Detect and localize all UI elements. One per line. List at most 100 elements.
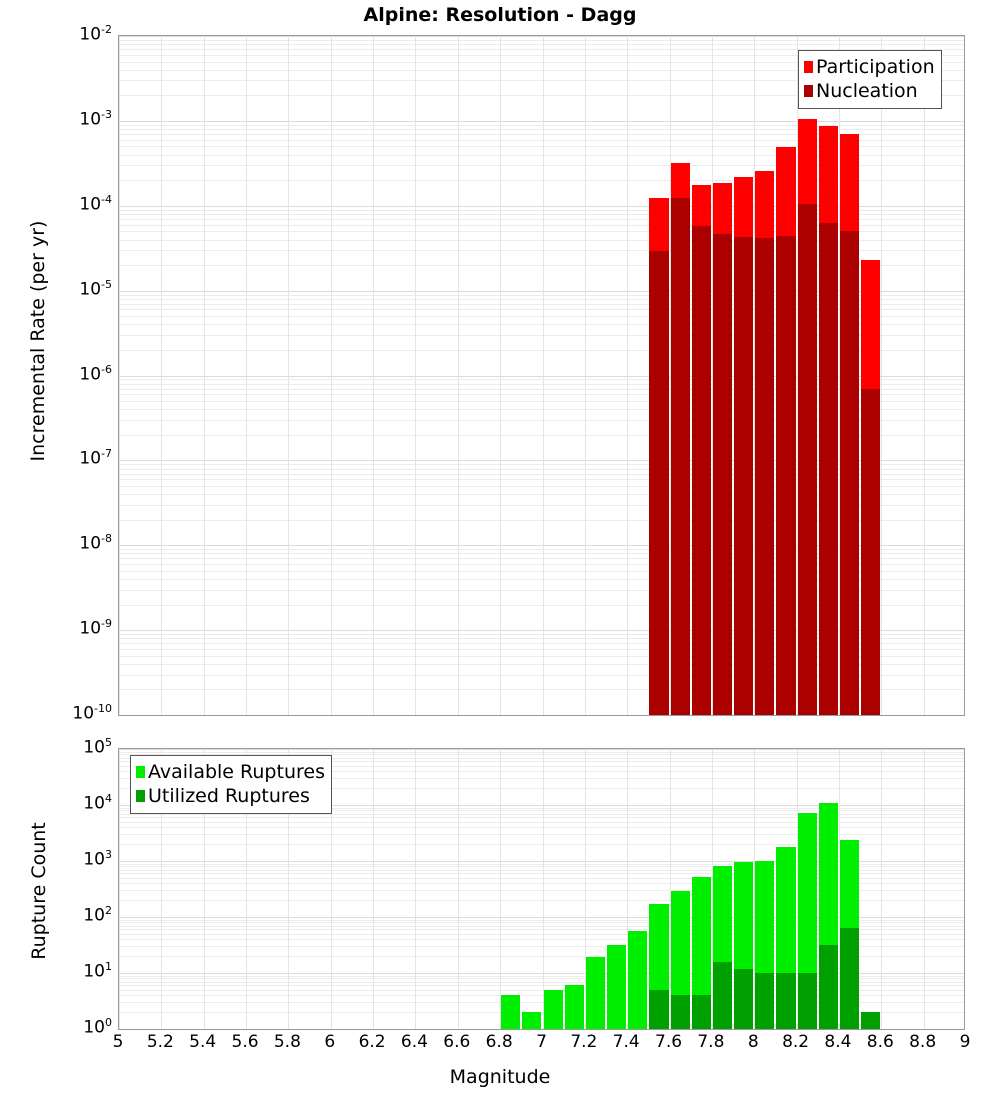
bar	[818, 749, 838, 1029]
gridline	[119, 989, 964, 991]
gridline-vertical	[923, 36, 925, 715]
bar-segment-utilized-ruptures	[861, 1012, 881, 1029]
gridline	[119, 154, 964, 156]
gridline	[119, 917, 964, 918]
gridline	[119, 765, 964, 767]
bar-segment-nucleation	[670, 197, 690, 715]
gridline	[119, 1002, 964, 1004]
bar	[755, 36, 775, 715]
gridline-vertical	[923, 749, 925, 1029]
gridline	[119, 375, 964, 377]
y-tick-label: 10-9	[79, 617, 112, 639]
gridline	[119, 49, 964, 51]
gridline	[119, 919, 964, 921]
gridline-vertical	[246, 36, 248, 715]
bar-segment-utilized-ruptures	[712, 961, 733, 1029]
gridline-vertical	[161, 749, 163, 1029]
y-tick-label: 10-10	[72, 702, 112, 724]
x-tick-label: 7.8	[697, 1032, 725, 1052]
legend-item-participation[interactable]: Participation	[804, 55, 935, 79]
gridline	[119, 778, 964, 780]
x-tick-label: 7.6	[655, 1032, 683, 1052]
y-axis-label-top: Incremental Rate (per yr)	[27, 220, 49, 462]
gridline	[119, 479, 964, 481]
gridline	[119, 634, 964, 635]
gridline	[119, 383, 964, 385]
legend-label-nucleation: Nucleation	[816, 79, 918, 102]
gridline-vertical	[500, 749, 502, 1029]
gridline	[119, 771, 964, 773]
x-tick-label: 8	[747, 1032, 759, 1052]
utilized-ruptures-swatch-icon	[136, 790, 145, 802]
bar	[797, 749, 817, 1029]
participation-swatch-icon	[804, 61, 813, 73]
x-tick-label: 8.4	[824, 1032, 852, 1052]
bar	[818, 36, 838, 715]
bar	[734, 749, 754, 1029]
legend-item-nucleation[interactable]: Nucleation	[804, 79, 935, 103]
gridline	[119, 604, 964, 606]
x-tick-label: 5	[112, 1032, 124, 1052]
gridline	[119, 44, 964, 46]
bar-segment-nucleation	[691, 225, 711, 715]
gridline	[119, 978, 964, 980]
bar	[861, 36, 881, 715]
gridline	[119, 129, 964, 131]
y-tick-label: 10-2	[79, 23, 112, 45]
gridline	[119, 549, 964, 551]
bar	[797, 36, 817, 715]
x-tick-label: 5.8	[273, 1032, 301, 1052]
bar	[712, 749, 733, 1029]
gridline	[119, 54, 964, 56]
gridline	[119, 877, 964, 879]
bar-segment-nucleation	[839, 231, 860, 715]
gridline-vertical	[457, 36, 459, 715]
gridline	[119, 180, 964, 182]
x-tick-label: 5.6	[231, 1032, 259, 1052]
gridline-vertical	[330, 36, 332, 715]
gridline	[119, 564, 964, 566]
legend-item-utilized-ruptures[interactable]: Utilized Ruptures	[136, 784, 325, 808]
x-tick-label: 5.4	[189, 1032, 217, 1052]
bar	[543, 749, 563, 1029]
gridline-vertical	[669, 749, 671, 1029]
gridline	[119, 231, 964, 233]
gridline	[119, 663, 964, 665]
bar-segment-utilized-ruptures	[818, 945, 838, 1029]
bar-segment-utilized-ruptures	[839, 928, 860, 1029]
gridline-vertical	[796, 36, 798, 715]
legend-rupture-count: Available Ruptures Utilized Ruptures	[130, 755, 332, 814]
gridline	[119, 933, 964, 935]
gridline	[119, 146, 964, 148]
x-tick-label: 6.6	[443, 1032, 471, 1052]
legend-label-utilized-ruptures: Utilized Ruptures	[148, 784, 310, 807]
gridline	[119, 973, 964, 974]
gridline	[119, 265, 964, 267]
gridline	[119, 388, 964, 390]
x-tick-label: 6.8	[485, 1032, 513, 1052]
gridline-vertical	[415, 749, 417, 1029]
gridline	[119, 485, 964, 487]
y-tick-label: 10-7	[79, 447, 112, 470]
gridline-vertical	[373, 749, 375, 1029]
gridline	[119, 751, 964, 753]
gridline	[119, 648, 964, 650]
bar	[670, 36, 690, 715]
bar-segment-utilized-ruptures	[691, 995, 711, 1029]
bar-segment-available-ruptures	[501, 995, 521, 1029]
gridline	[119, 761, 964, 763]
x-tick-label: 7.2	[570, 1032, 598, 1052]
gridline	[119, 985, 964, 987]
bar-segment-nucleation	[797, 203, 817, 715]
gridline	[119, 69, 964, 71]
gridline	[119, 294, 964, 296]
gridline	[119, 401, 964, 403]
legend-item-available-ruptures[interactable]: Available Ruptures	[136, 760, 325, 784]
y-tick-label: 10-3	[79, 107, 112, 130]
gridline	[119, 394, 964, 396]
gridline	[119, 834, 964, 836]
legend-label-available-ruptures: Available Ruptures	[148, 760, 325, 783]
bar-segment-utilized-ruptures	[734, 968, 754, 1029]
gridline	[119, 788, 964, 790]
gridline	[119, 754, 964, 756]
